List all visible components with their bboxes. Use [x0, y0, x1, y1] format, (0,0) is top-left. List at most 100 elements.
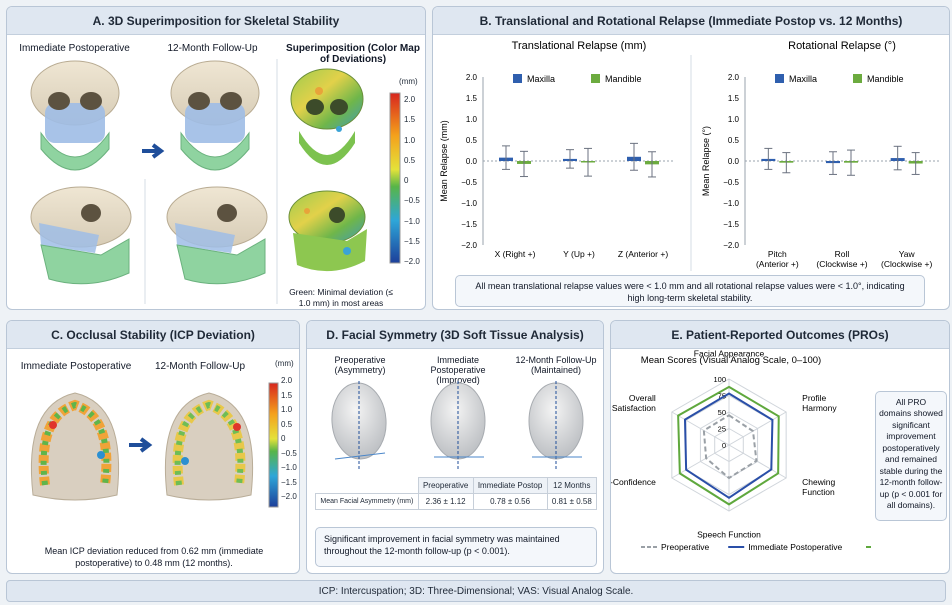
- arrow-icon: [142, 143, 165, 159]
- y-tick-label: −2.0: [723, 241, 739, 250]
- relapse-charts: Translational Relapse (mm) Mean Relapse (…: [439, 40, 939, 271]
- panel-d-col2-label: Immediate Postoperative (Improved): [430, 355, 486, 385]
- table-cell: Mean Facial Asymmetry (mm): [315, 493, 419, 510]
- scale-tick-label: 1.5: [281, 390, 293, 400]
- radar-axis-label: Self-Confidence: [611, 477, 656, 487]
- panel-a-col1-label: Immediate Postoperative: [19, 43, 130, 54]
- y-axis-label: Mean Relapse (mm): [439, 120, 449, 202]
- scale-tick-label: 2.0: [281, 376, 293, 385]
- panel-a-scale-ticks: 2.0 1.5 1.0 0.5 0 −0.5 −1.0 −1.5 −2.0: [404, 95, 425, 267]
- legend-label: Mandible: [867, 74, 904, 84]
- panel-c: C. Occlusal Stability (ICP Deviation) Im…: [6, 320, 300, 574]
- legend-swatch: [853, 74, 862, 83]
- panel-a-col3-label: Superimposition (Color Map of Deviations…: [286, 43, 420, 65]
- scale-tick-label: −1.0: [404, 216, 420, 226]
- legend-label: Mandible: [605, 74, 642, 84]
- radar-spoke: [728, 411, 787, 446]
- x-tick-label-line2: (Clockwise +): [816, 259, 867, 269]
- panel-b: B. Translational and Rotational Relapse …: [432, 6, 950, 310]
- face-12-month: [528, 381, 584, 469]
- panel-c-col2-label: 12-Month Follow-Up: [154, 361, 246, 372]
- radar-axis-label: Profile: [802, 393, 826, 403]
- panel-d-title: D. Facial Symmetry (3D Soft Tissue Analy…: [307, 321, 603, 349]
- panel-a-note: Green: Minimal deviation (≤ 1.0 mm) in m…: [289, 287, 393, 309]
- panel-c-title: C. Occlusal Stability (ICP Deviation): [7, 321, 299, 349]
- legend-label: Preoperative: [661, 542, 709, 552]
- footer-abbreviations: ICP: Intercuspation; 3D: Three-Dimension…: [6, 580, 946, 602]
- radar-axis-label: Chewing: [802, 477, 835, 487]
- x-tick-label: Pitch: [768, 249, 787, 259]
- skull-lateral-followup: [166, 186, 268, 285]
- scale-tick-label: −1.0: [281, 463, 297, 472]
- table-header: [315, 477, 419, 494]
- x-tick-label: Yaw: [899, 249, 916, 259]
- panel-e-title: E. Patient-Reported Outcomes (PROs): [611, 321, 949, 349]
- panel-b-note: All mean translational relapse values we…: [455, 275, 925, 307]
- scale-tick-label: 1.5: [404, 115, 416, 125]
- x-tick-label-line2: (Anterior +): [756, 259, 799, 269]
- panel-c-scale-ticks: 2.0 1.5 1.0 0.5 0 −0.5 −1.0 −1.5 −2.0: [281, 376, 299, 502]
- y-tick-label: 0.5: [728, 136, 740, 145]
- radar-series-line: [677, 385, 780, 506]
- panel-a-col2-label: 12-Month Follow-Up: [167, 43, 258, 54]
- y-tick-label: −2.0: [461, 241, 477, 250]
- legend-swatch: [513, 74, 522, 83]
- panel-d-note: Significant improvement in facial symmet…: [315, 527, 597, 567]
- scale-tick-label: 0.5: [404, 155, 416, 165]
- legend-label: Maxilla: [527, 74, 555, 84]
- radar-axis-label: Facial Appearance: [694, 349, 765, 359]
- panel-d: D. Facial Symmetry (3D Soft Tissue Analy…: [306, 320, 604, 574]
- panel-a-colorbar: [389, 92, 401, 264]
- radar-axis-label-line2: Function: [802, 487, 835, 497]
- arch-followup: [164, 392, 254, 501]
- table-header: 12 Months: [546, 477, 598, 494]
- arrow-icon: [129, 437, 153, 453]
- y-tick-label: −1.0: [461, 199, 477, 208]
- radar-spoke: [728, 444, 787, 479]
- x-tick-label: Z (Anterior +): [618, 249, 668, 259]
- x-tick-label: Y (Up +): [563, 249, 595, 259]
- scale-tick-label: 1.0: [404, 135, 416, 145]
- panel-c-scale-unit: (mm): [275, 359, 294, 368]
- skull-front-followup: [170, 60, 260, 171]
- scale-tick-label: −1.5: [404, 236, 420, 246]
- y-tick-label: 2.0: [466, 73, 478, 82]
- y-tick-label: 1.0: [466, 115, 478, 124]
- x-tick-label-line2: (Clockwise +): [881, 259, 932, 269]
- legend-label: Maxilla: [789, 74, 817, 84]
- table-header: Immediate Postop: [472, 477, 548, 494]
- radar-spoke: [671, 411, 730, 446]
- radar-title: Mean Scores (Visual Analog Scale, 0–100): [641, 355, 821, 366]
- dental-arch-images: [30, 382, 279, 508]
- scale-tick-label: −2.0: [281, 492, 297, 501]
- radar-r-tick: 100: [713, 375, 726, 384]
- scale-tick-label: −2.0: [404, 257, 420, 266]
- panel-d-col3-label: 12-Month Follow-Up (Maintained): [515, 355, 597, 375]
- skull-front-immediate: [30, 60, 120, 171]
- panel-c-colorbar: [268, 382, 279, 508]
- radar-r-tick: 25: [718, 425, 726, 434]
- panel-e-side-note: All PRO domains showed significant impro…: [875, 391, 947, 521]
- radar-axis-label-line2: Satisfaction: [612, 403, 656, 413]
- scale-tick-label: −0.5: [404, 196, 420, 206]
- x-tick-label: X (Right +): [495, 249, 536, 259]
- y-tick-label: 2.0: [728, 73, 740, 82]
- radar-series-line: [702, 414, 758, 480]
- radar-series-line: [683, 392, 774, 499]
- chart-title: Rotational Relapse (°): [788, 40, 896, 52]
- arch-immediate: [30, 392, 120, 501]
- face-preoperative: [331, 381, 387, 469]
- table-cell: 2.36 ± 1.12: [417, 493, 474, 510]
- scale-tick-label: 0: [404, 176, 409, 185]
- y-tick-label: −1.5: [723, 220, 739, 229]
- radar-axis-label: Overall: [629, 393, 656, 403]
- scale-tick-label: 0.5: [281, 419, 293, 429]
- y-tick-label: 0.5: [466, 136, 478, 145]
- y-tick-label: −0.5: [461, 178, 477, 187]
- panel-a-title: A. 3D Superimposition for Skeletal Stabi…: [7, 7, 425, 35]
- table-header: Preoperative: [417, 477, 474, 494]
- panel-d-col1-label: Preoperative (Asymmetry): [334, 355, 386, 375]
- radar-r-tick: 0: [722, 441, 726, 450]
- scale-tick-label: 2.0: [404, 95, 416, 104]
- y-tick-label: −1.5: [461, 220, 477, 229]
